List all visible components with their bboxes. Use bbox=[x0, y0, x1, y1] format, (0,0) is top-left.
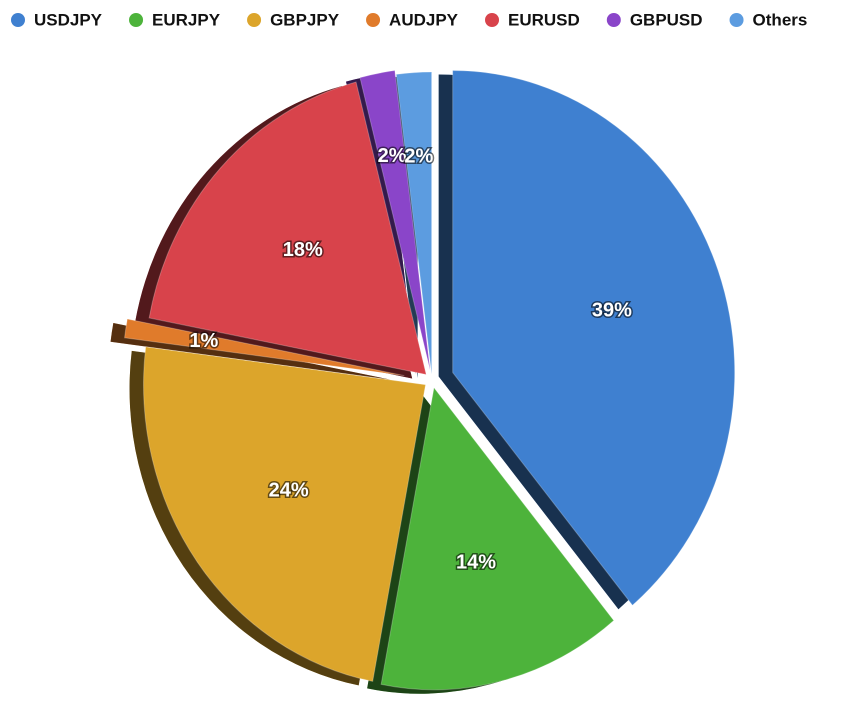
slice-label: 2% bbox=[378, 145, 407, 167]
legend: USDJPY EURJPY GBPJPY AUDJPY EURUSD GBPUSD Othe… bbox=[11, 10, 807, 29]
legend-label: EURJPY bbox=[152, 10, 221, 29]
legend-swatch bbox=[729, 13, 744, 27]
slice bbox=[359, 69, 431, 371]
slice bbox=[124, 318, 405, 377]
slice bbox=[148, 81, 427, 376]
legend-swatch bbox=[247, 13, 262, 27]
legend-swatch bbox=[129, 13, 144, 27]
slice bbox=[380, 386, 615, 691]
legend-label: AUDJPY bbox=[389, 10, 459, 29]
legend-label: GBPJPY bbox=[270, 10, 340, 29]
slice-labels: 39% 14% 24% 1% 18% 2%2% bbox=[188, 143, 634, 575]
slice bbox=[395, 71, 433, 375]
slice bbox=[143, 346, 427, 682]
legend-swatch bbox=[606, 13, 621, 27]
slice bbox=[452, 70, 736, 606]
slice-label: 2% bbox=[404, 145, 433, 167]
legend-swatch bbox=[11, 13, 25, 27]
legend-label: Others bbox=[753, 10, 808, 29]
slice-label: 18% bbox=[283, 239, 323, 261]
legend-label: USDJPY bbox=[34, 10, 103, 29]
legend-label: EURUSD bbox=[508, 10, 580, 29]
slice-label: 39% bbox=[592, 299, 632, 321]
slices bbox=[124, 69, 736, 691]
legend-swatch bbox=[366, 13, 381, 27]
legend-label: GBPUSD bbox=[630, 10, 703, 29]
slice-label: 14% bbox=[456, 552, 496, 574]
slice-label: 1% bbox=[189, 330, 218, 352]
legend-swatch bbox=[485, 13, 500, 27]
slice-label: 24% bbox=[269, 479, 309, 501]
